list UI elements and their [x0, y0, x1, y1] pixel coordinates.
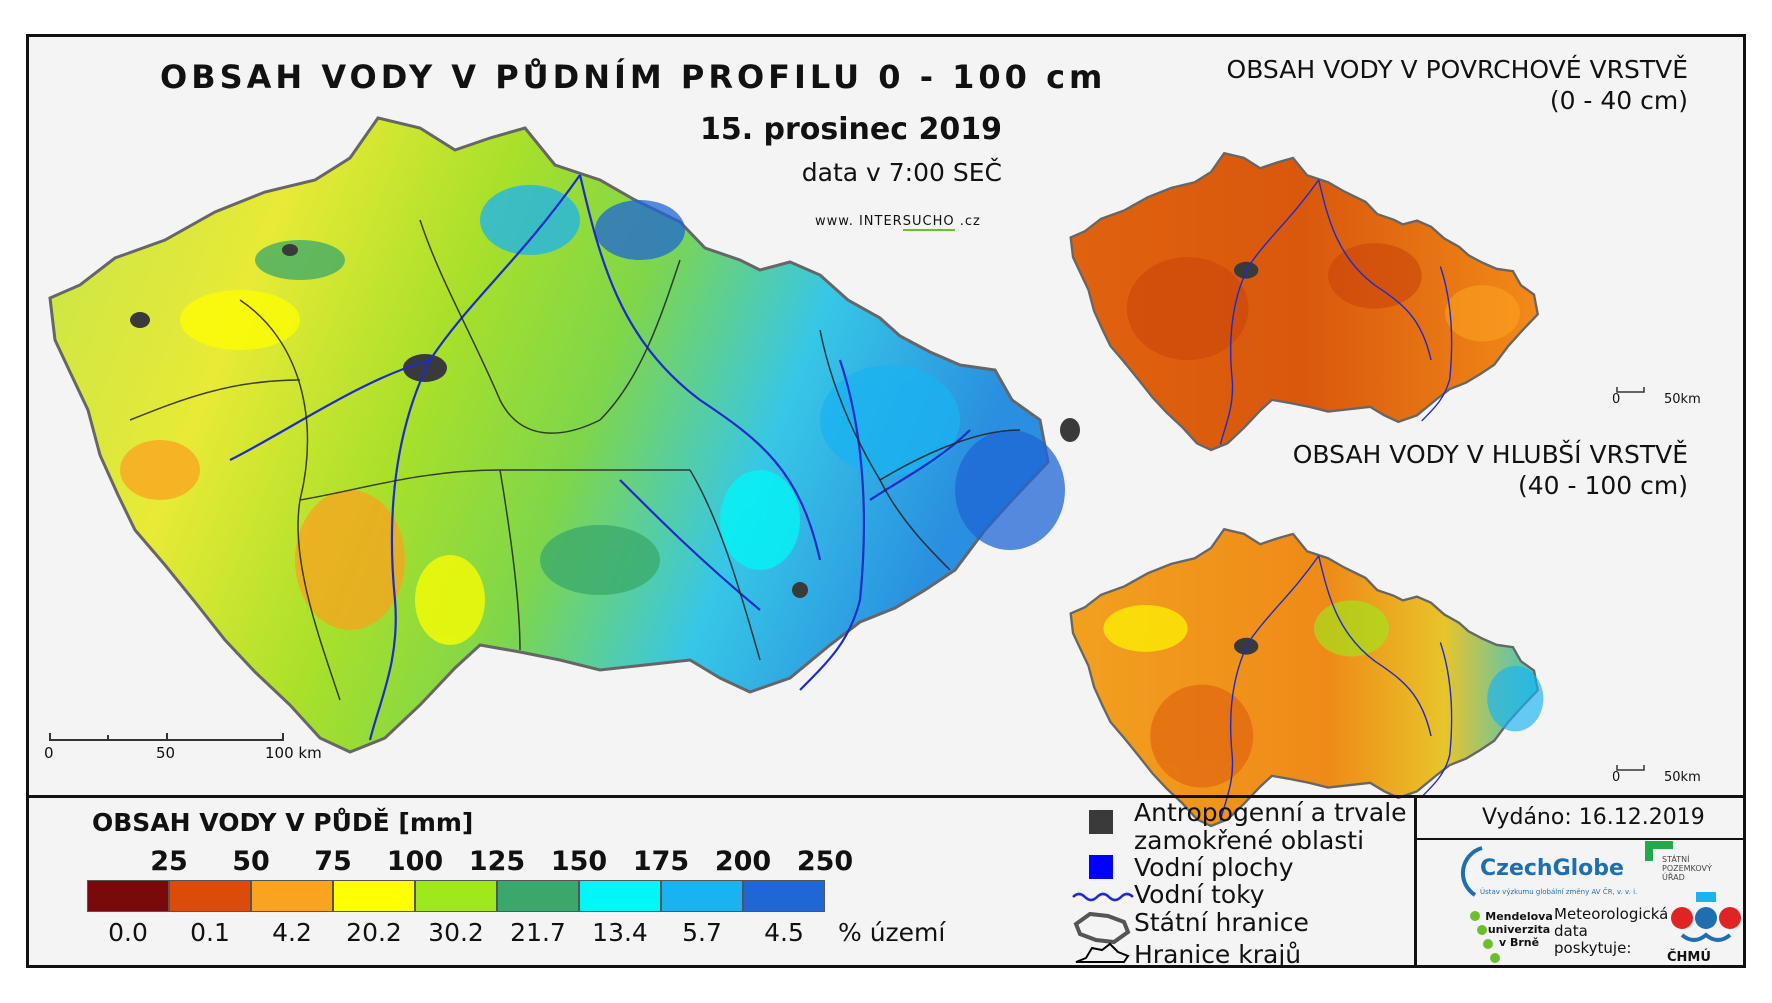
- surface-scale-label-0: 0: [1612, 392, 1621, 407]
- url-highlight: SUCHO: [902, 214, 955, 231]
- main-map-date: 15. prosinec 2019: [699, 112, 1002, 147]
- dark-square-icon: [1089, 810, 1113, 834]
- surface-layer-map: [1069, 152, 1539, 452]
- legend-percent-4: 30.2: [428, 918, 484, 947]
- legend-state-border-label: Státní hranice: [1134, 908, 1309, 937]
- czechglobe-arc-icon: [1461, 846, 1483, 897]
- deep-scale-bar: [1616, 765, 1645, 771]
- deep-scale-label-50: 50km: [1664, 770, 1701, 785]
- url-suffix: .cz: [954, 214, 981, 229]
- legend-break-200: 200: [714, 846, 772, 877]
- blue-square-icon: [1089, 855, 1113, 879]
- legend-swatch-5: [497, 880, 579, 912]
- legend-percent-0: 0.0: [108, 918, 148, 947]
- legend-percent-6: 13.4: [592, 918, 648, 947]
- footer-divider-vertical: [1414, 795, 1417, 968]
- footer-divider-horizontal: [1414, 838, 1746, 840]
- legend-percent-7: 5.7: [682, 918, 722, 947]
- legend-region-border-label: Hranice krajů: [1134, 940, 1302, 969]
- main-scale-label-100: 100 km: [265, 744, 322, 762]
- main-map-time: data v 7:00 SEČ: [801, 158, 1002, 187]
- legend-anthropogenic-label: Antropogenní a trvale: [1134, 798, 1407, 827]
- legend-percent-1: 0.1: [190, 918, 230, 947]
- legend-break-75: 75: [314, 846, 352, 877]
- surface-scale-label-50: 50km: [1664, 392, 1701, 407]
- legend-break-175: 175: [632, 846, 690, 877]
- region-border-icon: [1075, 942, 1130, 963]
- main-scale-label-0: 0: [44, 744, 54, 762]
- main-scale-bar: [49, 733, 284, 741]
- legend-swatch-1: [169, 880, 251, 912]
- legend-swatch-0: [87, 880, 169, 912]
- legend-swatches: [87, 880, 825, 912]
- deep-layer-map: [1069, 528, 1544, 828]
- state-border-icon: [1073, 911, 1131, 945]
- spu-logo-icon-2: [1645, 849, 1653, 861]
- legend-title: OBSAH VODY V PŮDĚ [mm]: [92, 808, 474, 837]
- spu-logo-text: STÁTNÍ POZEMKOVÝ ÚŘAD: [1662, 855, 1712, 882]
- legend-break-250: 250: [796, 846, 854, 877]
- legend-divider: [26, 795, 1746, 798]
- deep-map-title: OBSAH VODY V HLUBŠÍ VRSTVĚ: [1292, 440, 1688, 469]
- surface-map-title: OBSAH VODY V POVRCHOVÉ VRSTVĚ: [1226, 55, 1688, 84]
- main-scale-label-50: 50: [156, 744, 176, 762]
- river-line-icon: [1072, 892, 1134, 902]
- meteo-data-text: Meteorologická data poskytuje:: [1554, 905, 1669, 957]
- issued-date: Vydáno: 16.12.2019: [1482, 805, 1705, 830]
- legend-percent-5: 21.7: [510, 918, 566, 947]
- legend-swatch-4: [415, 880, 497, 912]
- legend-break-25: 25: [150, 846, 188, 877]
- mendel-logo-text: Mendelova univerzita v Brně: [1485, 910, 1553, 949]
- chmu-logo-icon: [1671, 892, 1741, 942]
- legend-break-100: 100: [386, 846, 444, 877]
- intersucho-url[interactable]: www. INTERSUCHO .cz: [815, 214, 981, 231]
- surface-scale-bar: [1616, 387, 1645, 393]
- main-soil-moisture-map: [48, 116, 1080, 754]
- main-map-title: OBSAH VODY V PŮDNÍM PROFILU 0 - 100 cm: [160, 58, 1107, 96]
- legend-break-125: 125: [468, 846, 526, 877]
- legend-swatch-3: [333, 880, 415, 912]
- legend-swatch-8: [743, 880, 825, 912]
- deep-scale-label-0: 0: [1612, 770, 1621, 785]
- spu-logo-icon: [1645, 841, 1673, 849]
- percent-label: % území: [838, 918, 946, 947]
- mendel-dots-icon: [1470, 911, 1500, 963]
- surface-map-subtitle: (0 - 40 cm): [1549, 86, 1688, 115]
- legend-rivers-label: Vodní toky: [1134, 880, 1265, 909]
- legend-break-50: 50: [232, 846, 270, 877]
- deep-map-subtitle: (40 - 100 cm): [1518, 471, 1688, 500]
- legend-swatch-6: [579, 880, 661, 912]
- czechglobe-logo-subtext: Ústav výzkumu globální změny AV ČR, v. v…: [1480, 888, 1638, 896]
- legend-swatch-7: [661, 880, 743, 912]
- legend-swatch-2: [251, 880, 333, 912]
- legend-water-bodies-label: Vodní plochy: [1134, 853, 1294, 882]
- url-prefix: www. INTER: [815, 214, 903, 229]
- chmu-logo-text: ČHMÚ: [1667, 950, 1711, 965]
- czechglobe-logo-text: CzechGlobe: [1480, 856, 1624, 881]
- legend-percent-3: 20.2: [346, 918, 402, 947]
- legend-percent-2: 4.2: [272, 918, 312, 947]
- legend-anthropogenic-label-2: zamokřené oblasti: [1134, 826, 1365, 855]
- legend-percent-8: 4.5: [764, 918, 804, 947]
- legend-break-150: 150: [550, 846, 608, 877]
